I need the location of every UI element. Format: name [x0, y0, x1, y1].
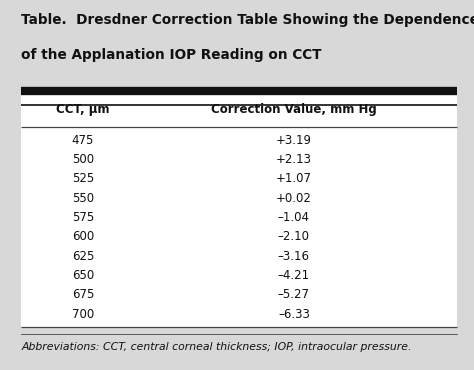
Text: –3.16: –3.16: [278, 250, 310, 263]
Text: 475: 475: [72, 134, 94, 147]
Text: 550: 550: [72, 192, 94, 205]
Text: 600: 600: [72, 231, 94, 243]
Text: –6.33: –6.33: [278, 307, 310, 320]
Text: 625: 625: [72, 250, 94, 263]
Text: +2.13: +2.13: [276, 153, 312, 166]
Text: 500: 500: [72, 153, 94, 166]
Text: –4.21: –4.21: [278, 269, 310, 282]
Text: Correction Value, mm Hg: Correction Value, mm Hg: [211, 102, 377, 116]
Text: of the Applanation IOP Reading on CCT: of the Applanation IOP Reading on CCT: [21, 48, 322, 62]
Text: 525: 525: [72, 172, 94, 185]
Text: +0.02: +0.02: [276, 192, 312, 205]
Text: Abbreviations: CCT, central corneal thickness; IOP, intraocular pressure.: Abbreviations: CCT, central corneal thic…: [21, 342, 412, 352]
Text: 700: 700: [72, 307, 94, 320]
Bar: [21, 91, 457, 327]
Text: 675: 675: [72, 288, 94, 301]
Text: Table.  Dresdner Correction Table Showing the Dependence: Table. Dresdner Correction Table Showing…: [21, 13, 474, 27]
Text: 575: 575: [72, 211, 94, 224]
Text: 650: 650: [72, 269, 94, 282]
Text: +1.07: +1.07: [276, 172, 312, 185]
Text: –2.10: –2.10: [278, 231, 310, 243]
Text: –5.27: –5.27: [278, 288, 310, 301]
Text: +3.19: +3.19: [276, 134, 312, 147]
Text: CCT, μm: CCT, μm: [56, 102, 109, 116]
Text: –1.04: –1.04: [278, 211, 310, 224]
